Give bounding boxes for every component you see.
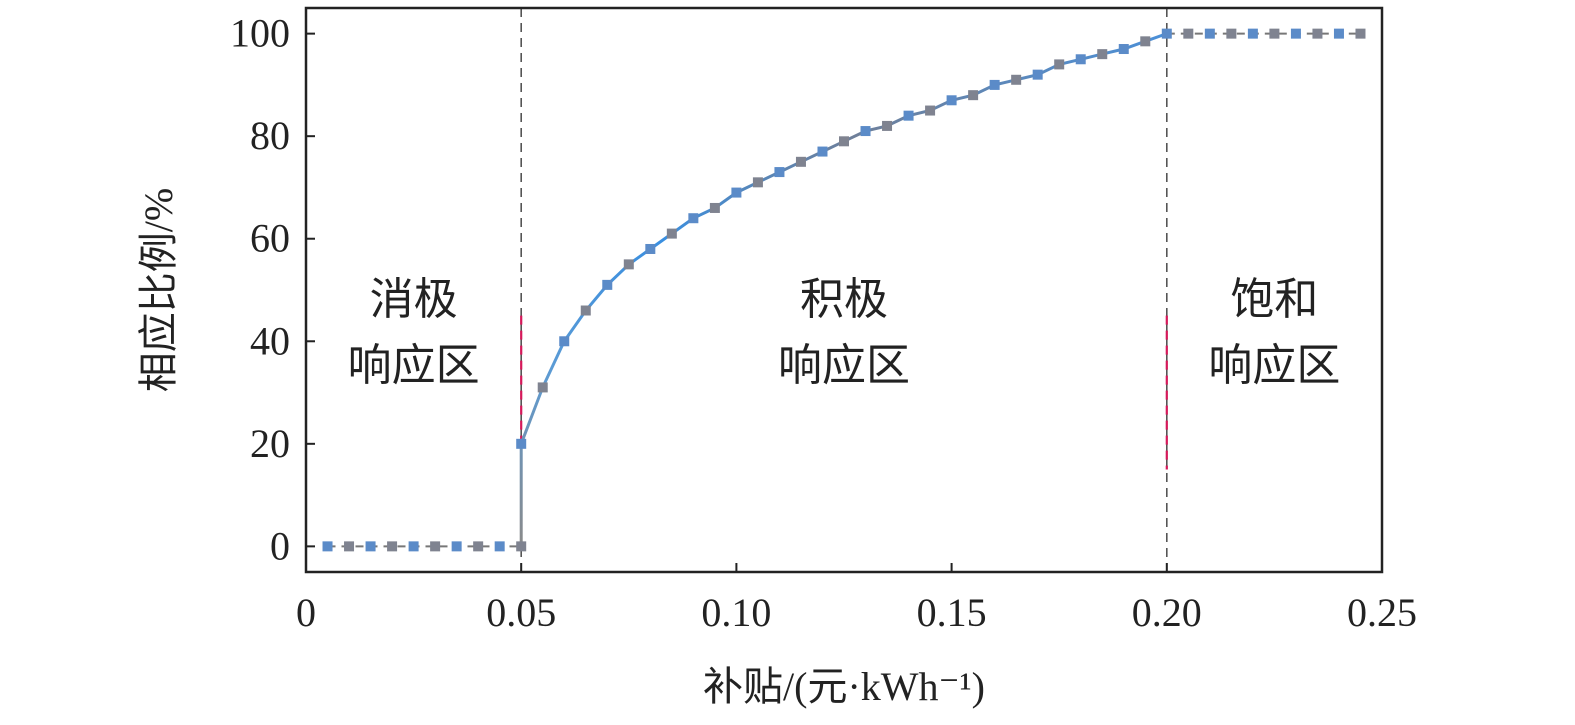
data-point: [1226, 28, 1237, 39]
data-point: [516, 541, 527, 552]
data-point: [946, 95, 957, 106]
data-point: [408, 541, 419, 552]
data-point: [882, 120, 893, 131]
data-point: [1290, 28, 1301, 39]
data-point: [1269, 28, 1280, 39]
data-point: [516, 438, 527, 449]
data-point: [1355, 28, 1366, 39]
data-point: [666, 228, 677, 239]
data-point: [623, 259, 634, 270]
data-point: [817, 146, 828, 157]
data-point: [1011, 74, 1022, 85]
data-point: [365, 541, 376, 552]
y-tick-label: 0: [270, 523, 290, 568]
data-point: [774, 167, 785, 178]
region-label-0-line-0: 消极: [370, 275, 458, 324]
data-point: [731, 187, 742, 198]
data-point: [709, 202, 720, 213]
data-point: [752, 177, 763, 188]
y-tick-label: 60: [250, 216, 290, 261]
data-point: [688, 213, 699, 224]
data-point: [387, 541, 398, 552]
data-point: [1333, 28, 1344, 39]
data-point: [1183, 28, 1194, 39]
y-tick-label: 20: [250, 421, 290, 466]
data-point: [580, 305, 591, 316]
plot-frame: [304, 6, 1384, 574]
data-point: [645, 243, 656, 254]
region-label-2-line-0: 饱和: [1230, 275, 1318, 324]
data-point: [1097, 49, 1108, 60]
region-label-0-line-1: 响应区: [348, 341, 480, 390]
data-point: [430, 541, 441, 552]
data-point: [537, 382, 548, 393]
data-point: [1140, 36, 1151, 47]
data-point: [989, 79, 1000, 90]
data-point: [1118, 44, 1129, 55]
x-tick-label: 0.20: [1132, 590, 1202, 635]
data-point: [968, 90, 979, 101]
data-point: [925, 105, 936, 116]
region-label-1-line-1: 响应区: [778, 341, 910, 390]
axis-ticks: 0 0.05 0.10 0.15 0.20 0.25 0 20 40 60 80 100: [230, 11, 1417, 635]
data-point: [602, 279, 613, 290]
data-point: [1075, 54, 1086, 65]
y-tick-label: 40: [250, 318, 290, 363]
y-axis-title: 相应比例/%: [136, 188, 181, 392]
data-point: [559, 336, 570, 347]
x-tick-label: 0.25: [1347, 590, 1417, 635]
series-group: [322, 28, 1366, 552]
data-point: [1204, 28, 1215, 39]
data-point: [473, 541, 484, 552]
y-tick-label: 100: [230, 11, 290, 56]
data-point: [1054, 59, 1065, 70]
data-point: [1247, 28, 1258, 39]
x-tick-label: 0: [296, 590, 316, 635]
x-tick-label: 0.10: [701, 590, 771, 635]
data-point: [451, 541, 462, 552]
data-point: [839, 136, 849, 147]
data-point: [903, 110, 914, 121]
x-tick-label: 0.05: [486, 590, 556, 635]
data-point: [1032, 69, 1043, 80]
data-point: [494, 541, 505, 552]
x-axis-title: 补贴/(元·kWh⁻¹): [703, 664, 985, 709]
data-point: [795, 156, 806, 167]
region-label-1-line-0: 积极: [800, 275, 888, 324]
x-tick-label: 0.15: [917, 590, 987, 635]
data-point: [322, 541, 333, 552]
y-tick-label: 80: [250, 113, 290, 158]
data-point: [1161, 28, 1172, 39]
data-point: [344, 541, 355, 552]
data-point: [860, 126, 871, 137]
data-point: [1312, 28, 1323, 39]
region-label-2-line-1: 响应区: [1208, 341, 1340, 390]
